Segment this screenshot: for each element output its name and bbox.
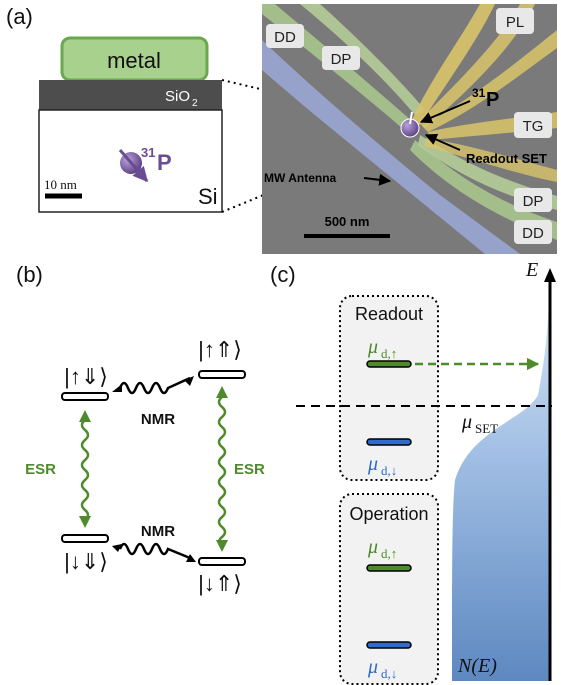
nmr-bottom-arrowhead-right xyxy=(186,554,196,562)
level-mu-up-readout xyxy=(366,360,412,368)
esr-right-arrowhead-bottom xyxy=(216,540,228,552)
state-down-down: |↓⇓⟩ xyxy=(64,549,108,574)
mu-set-label: μ xyxy=(461,411,472,433)
esr-right-arrowhead-top xyxy=(216,386,228,398)
arrow-to-set xyxy=(424,133,461,151)
arrow-to-atom xyxy=(419,100,471,124)
mu-up-operation: μ xyxy=(367,536,378,558)
mu-set-sub: SET xyxy=(475,421,498,436)
device-schematic: metal SiO 2 Si 10 nm 31 P xyxy=(38,36,223,213)
mu-up-operation-sub: d,↑ xyxy=(381,546,397,561)
esr-left-wave xyxy=(80,419,90,521)
arrow-to-antenna xyxy=(363,173,392,186)
sem-label-pl: PL xyxy=(506,14,524,31)
mu-down-readout: μ xyxy=(367,453,378,475)
level-mu-down-operation xyxy=(366,641,412,649)
energy-level-diagram: |↑⇓⟩ |↑⇑⟩ |↓⇓⟩ |↓⇑⟩ NMR NMR ESR ESR xyxy=(25,337,265,596)
readout-label: Readout xyxy=(355,304,423,324)
mw-antenna-label: MW Antenna xyxy=(264,171,337,185)
dopant-sup: 31 xyxy=(141,145,155,160)
nmr-bottom-arrowhead-left xyxy=(112,544,122,552)
density-of-states xyxy=(452,282,550,681)
silicon-label: Si xyxy=(198,184,218,209)
panel-label-a: (a) xyxy=(6,4,33,29)
oxide-layer xyxy=(39,80,222,110)
operation-label: Operation xyxy=(349,504,428,524)
sem-label-dd-bottom: DD xyxy=(522,225,544,242)
sem-image: DD DP PL TG DP DD 31 P Readout SET MW An… xyxy=(262,4,557,254)
esr-left-label: ESR xyxy=(25,461,56,478)
label-box-pl xyxy=(496,8,534,34)
panel-label-b: (b) xyxy=(16,262,43,287)
sem-spin-arrow-icon xyxy=(409,111,413,125)
readout-diagram: E Readout μ d,↑ μ d,↓ μ SET Operation μ … xyxy=(296,259,556,685)
level-up-down xyxy=(61,392,109,401)
level-mu-up-operation xyxy=(366,564,412,572)
mu-up-readout: μ xyxy=(367,336,378,358)
level-up-up xyxy=(198,370,246,379)
mu-down-operation: μ xyxy=(367,656,378,678)
sem-dopant-sup: 31 xyxy=(472,86,486,100)
esr-right-label: ESR xyxy=(234,461,265,478)
nmr-bottom-wave xyxy=(118,542,191,560)
readout-set-label: Readout SET xyxy=(466,151,547,166)
metal-label: metal xyxy=(107,48,161,73)
mu-up-readout-sub: d,↑ xyxy=(381,346,397,361)
spin-arrow-icon xyxy=(118,149,149,183)
label-box-dp-top xyxy=(322,46,360,70)
mu-down-operation-sub: d,↓ xyxy=(381,666,397,681)
readout-box xyxy=(339,295,439,481)
level-down-down xyxy=(61,534,109,543)
nmr-top-label: NMR xyxy=(141,411,175,428)
sem-label-dp-top: DP xyxy=(331,51,352,68)
oxide-label: SiO xyxy=(165,88,190,105)
label-box-dd-top xyxy=(266,24,304,48)
operation-box xyxy=(339,493,439,685)
energy-axis-arrowhead xyxy=(544,268,556,282)
state-down-up: |↓⇑⟩ xyxy=(198,571,242,596)
label-box-dd-bottom xyxy=(514,220,552,244)
oxide-subscript: 2 xyxy=(192,98,198,109)
panel-label-c: (c) xyxy=(270,262,296,287)
sem-label-dp-bottom: DP xyxy=(523,193,544,210)
level-mu-down-readout xyxy=(366,438,412,446)
nmr-bottom-label: NMR xyxy=(141,523,175,540)
sem-label-tg: TG xyxy=(523,118,544,135)
level-down-up xyxy=(198,557,246,566)
nmr-top-arrowhead-left xyxy=(112,384,122,392)
dos-label: N(E) xyxy=(457,655,497,677)
label-box-tg xyxy=(514,112,552,138)
energy-axis-label: E xyxy=(525,259,538,281)
state-up-down: |↑⇓⟩ xyxy=(64,364,108,389)
label-box-dp-bottom xyxy=(514,188,552,212)
dopant-label: P xyxy=(157,150,172,175)
scalebar-10nm-label: 10 nm xyxy=(44,177,77,192)
esr-left-arrowhead-top xyxy=(79,410,91,422)
sem-dopant-label: P xyxy=(486,89,499,111)
esr-right-wave xyxy=(217,396,227,548)
sem-label-dd-top: DD xyxy=(274,29,296,46)
esr-left-arrowhead-bottom xyxy=(79,516,91,528)
nmr-top-arrowhead-right xyxy=(184,376,194,386)
mu-down-readout-sub: d,↓ xyxy=(381,463,397,478)
state-up-up: |↑⇑⟩ xyxy=(198,337,242,362)
scalebar-500nm-label: 500 nm xyxy=(325,214,370,229)
nmr-top-wave xyxy=(118,376,191,395)
